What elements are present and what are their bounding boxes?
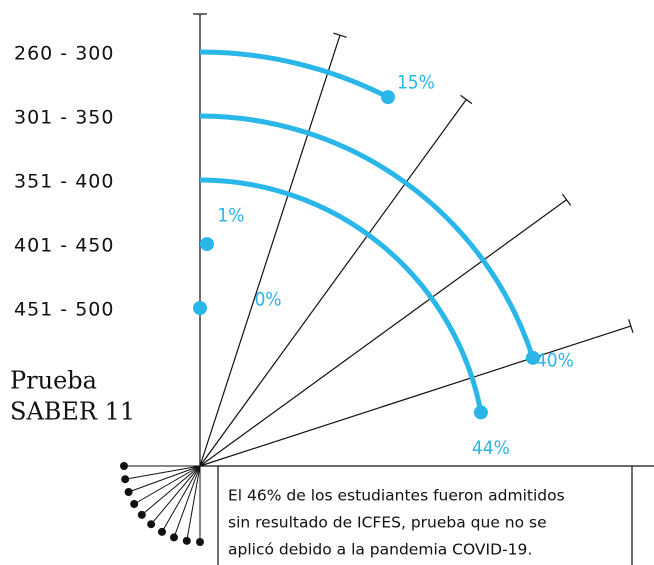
fan-line: [161, 465, 201, 533]
bar-end: [525, 350, 540, 365]
spoke-line: [199, 325, 632, 467]
fan-dot: [121, 475, 130, 484]
bar: [199, 113, 540, 365]
value-label: 0%: [254, 289, 281, 311]
annotation: sin resultado de ICFES, prueba que no se: [228, 514, 547, 532]
bar: [199, 49, 395, 105]
spoke-cap: [561, 193, 572, 206]
fan-dot: [124, 487, 133, 496]
value-label: 1%: [217, 205, 244, 227]
category-label: 401 - 450: [14, 235, 114, 257]
spoke-line: [199, 99, 467, 467]
fan-dot: [196, 538, 204, 546]
fan-line: [150, 465, 201, 525]
bar-end: [473, 405, 488, 420]
title: Prueba: [10, 367, 97, 395]
value-label: 44%: [472, 437, 510, 459]
title: SABER 11: [10, 398, 135, 426]
spoke-cap: [628, 319, 634, 333]
bar-arc: [199, 49, 390, 100]
bar: [199, 237, 214, 252]
fan-line: [133, 465, 201, 505]
fan-line: [128, 465, 201, 493]
fan-dot: [130, 500, 139, 508]
value-label: 15%: [397, 72, 435, 94]
spoke-cap: [460, 94, 473, 105]
spoke-cap: [333, 32, 347, 38]
fan-line: [186, 465, 201, 541]
annotation: aplicó debido a la pandemia COVID-19.: [228, 541, 532, 559]
spoke: [199, 94, 473, 467]
fan-dot: [120, 462, 128, 470]
spoke-line: [199, 199, 567, 467]
bar: [199, 177, 488, 420]
value-label: 40%: [536, 349, 574, 371]
fan-line: [141, 465, 201, 516]
category-label: 451 - 500: [14, 299, 114, 321]
bar-end: [193, 301, 207, 315]
bar-arc: [199, 177, 484, 413]
spoke: [199, 32, 347, 467]
category-label: 351 - 400: [14, 171, 114, 193]
fan-line: [173, 465, 201, 538]
fan-dot: [182, 536, 191, 545]
bar-end: [199, 237, 214, 252]
bar: [193, 301, 207, 315]
fan-dot: [170, 533, 179, 542]
annotation: El 46% de los estudiantes fueron admitid…: [228, 487, 565, 505]
bar-arc: [199, 113, 536, 359]
spoke: [199, 319, 634, 467]
bar-end: [380, 90, 395, 105]
category-label: 301 - 350: [14, 107, 114, 129]
category-label: 260 - 300: [14, 43, 114, 65]
spoke-line: [199, 34, 341, 467]
spoke: [199, 193, 572, 467]
fan-dot: [147, 520, 156, 529]
fan-line: [125, 465, 201, 480]
fan-dot: [158, 527, 166, 536]
fan-dot: [137, 510, 146, 519]
